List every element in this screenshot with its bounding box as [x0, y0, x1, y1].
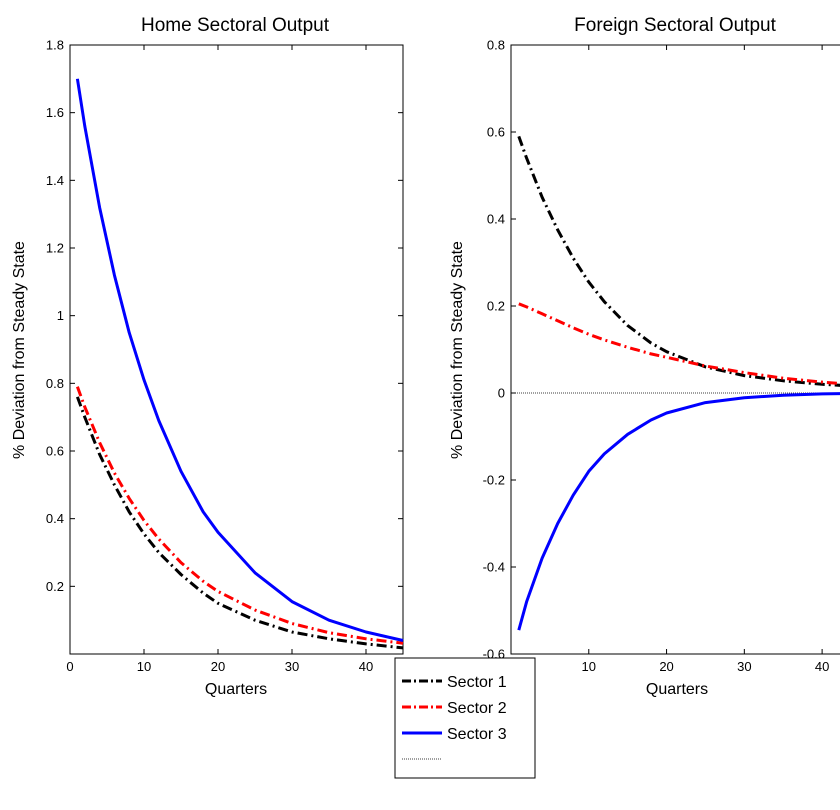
y-tick-label: 0.2 [46, 579, 64, 594]
y-tick-label: 0.8 [487, 38, 505, 53]
series-layer [75, 78, 404, 650]
series-line-1 [517, 135, 840, 387]
chart-title: Home Sectoral Output [141, 15, 330, 36]
y-tick-label: 0 [498, 386, 505, 401]
x-tick-label: 20 [659, 659, 673, 674]
x-axis-label: Quarters [646, 681, 708, 698]
x-tick-label: 10 [137, 659, 151, 674]
y-tick-label: 1 [57, 308, 64, 323]
x-tick-label: 10 [582, 659, 596, 674]
home-sectoral-output-chart: Home Sectoral Output 0 10 20 30 400.20.40.60… [11, 15, 404, 698]
x-tick-label: 30 [285, 659, 299, 674]
legend-label: Sector 1 [447, 674, 507, 691]
y-tick-label: 0.4 [46, 511, 64, 526]
x-tick-label: 40 [815, 659, 829, 674]
plot-area [510, 44, 840, 655]
y-tick-label: 1.4 [46, 173, 64, 188]
y-tick-label: 1.8 [46, 38, 64, 53]
y-tick-label: 0.6 [487, 125, 505, 140]
x-tick-label: 40 [359, 659, 373, 674]
y-tick-label: -0.4 [483, 560, 505, 575]
plot-area [69, 44, 404, 655]
legend-label: Sector 3 [447, 726, 507, 743]
series-line-3 [75, 78, 404, 642]
legend-entry-sector-2: Sector 2 [402, 700, 507, 717]
series-line-2 [75, 386, 404, 645]
y-tick-label: 1.6 [46, 105, 64, 120]
legend-entry-sector-1: Sector 1 [402, 674, 507, 691]
y-tick-label: 1.2 [46, 241, 64, 256]
x-tick-label: 0 [66, 659, 73, 674]
series-line-3 [517, 392, 840, 631]
y-tick-label: -0.2 [483, 473, 505, 488]
x-tick-label: 30 [737, 659, 751, 674]
y-axis-label: % Deviation from Steady State [449, 241, 466, 459]
legend: Sector 1 Sector 2 Sector 3 [394, 657, 536, 779]
foreign-sectoral-output-chart: Foreign Sectoral Output 010203040-0.6-0.… [449, 15, 840, 698]
legend-entry-sector-3: Sector 3 [402, 726, 507, 743]
x-tick-label: 20 [211, 659, 225, 674]
y-axis-label: % Deviation from Steady State [11, 241, 28, 459]
y-tick-label: 0.8 [46, 376, 64, 391]
legend-label: Sector 2 [447, 700, 507, 717]
y-tick-label: 0.4 [487, 212, 505, 227]
legend-box [394, 657, 536, 779]
chart-title: Foreign Sectoral Output [574, 15, 776, 36]
series-layer [511, 135, 840, 631]
ticks-layer: 0 10 20 30 40 0.2 0.4 0.6 0.8 1 1.2 1.4 1.6 1.8 [46, 38, 403, 674]
series-line-1 [75, 396, 404, 650]
series-line-2 [518, 302, 840, 386]
y-tick-label: 0.2 [487, 299, 505, 314]
x-axis-label: Quarters [205, 681, 267, 698]
y-tick-label: 0.6 [46, 444, 64, 459]
